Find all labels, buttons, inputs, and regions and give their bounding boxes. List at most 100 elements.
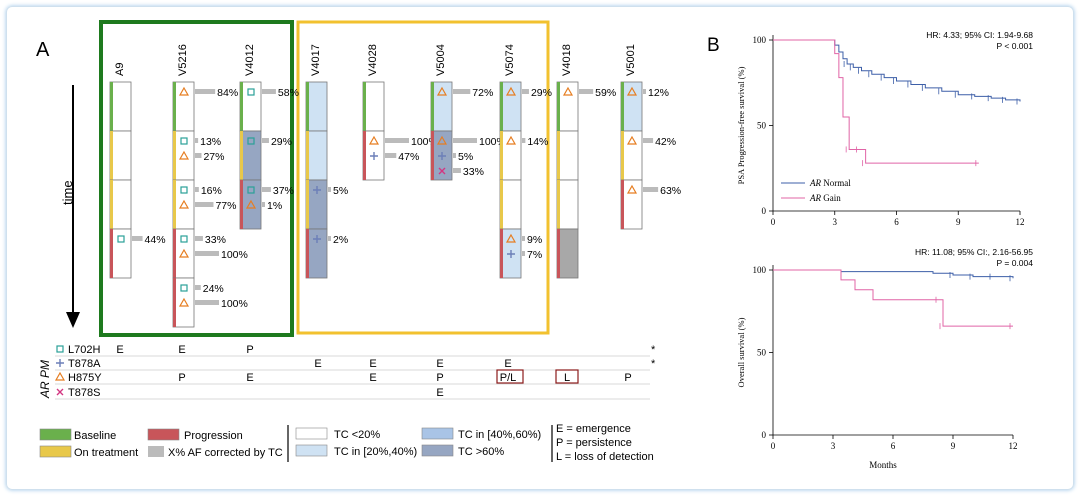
stage-strip-treatment: [110, 180, 113, 229]
stage-strip-progression: [240, 180, 243, 229]
af-value: 47%: [398, 151, 419, 163]
stage-strip-baseline: [557, 82, 560, 131]
af-bar: [643, 138, 654, 143]
legend-loss: L = loss of detection: [556, 451, 654, 463]
status-code: E: [246, 372, 253, 384]
af-bar: [262, 138, 269, 143]
stage-strip-progression: [363, 131, 366, 180]
status-code: E: [369, 372, 376, 384]
af-bar: [522, 138, 526, 143]
timepoint-cell: [362, 81, 385, 132]
sample-id: V5001: [625, 44, 637, 76]
af-bar: [643, 89, 646, 94]
stage-strip-treatment: [557, 131, 560, 180]
stage-strip-treatment: [173, 131, 176, 180]
af-bar: [195, 236, 203, 241]
status-code: E: [369, 358, 376, 370]
af-bar: [262, 202, 265, 207]
triangle-marker-icon: [178, 199, 190, 209]
stage-strip-baseline: [306, 82, 309, 131]
stage-strip-progression: [173, 229, 176, 278]
stage-strip-treatment: [306, 180, 309, 229]
mutation-name: H875Y: [68, 372, 102, 384]
status-code: P: [178, 372, 185, 384]
stage-strip-treatment: [500, 180, 503, 229]
triangle-marker-icon: [436, 135, 448, 145]
af-value: 2%: [333, 234, 348, 246]
triangle-marker-icon: [505, 233, 517, 243]
af-value: 29%: [271, 136, 292, 148]
triangle-marker-icon: [505, 135, 517, 145]
af-value: 5%: [333, 185, 348, 197]
af-value: 42%: [655, 136, 676, 148]
legend-swatch-af: [148, 446, 164, 457]
sample-id: V4018: [561, 44, 573, 76]
timepoint-cell: [305, 81, 328, 132]
triangle-marker-icon: [626, 184, 638, 194]
sample-column-v5004: V5004 72% 100% 5% 33%: [430, 44, 506, 181]
status-code: P: [246, 344, 253, 356]
sample-column-v4018: V4018 59%: [556, 44, 616, 279]
af-value: 72%: [472, 87, 493, 99]
af-value: 5%: [458, 151, 473, 163]
af-bar: [195, 251, 219, 256]
legend-swatch-progression: [147, 428, 180, 441]
green-group-box: [99, 20, 294, 337]
af-value: 14%: [527, 136, 548, 148]
status-code: L: [564, 372, 570, 384]
af-bar: [328, 187, 331, 192]
legend-swatch-treatment: [39, 445, 72, 458]
af-value: 9%: [527, 234, 542, 246]
plus-marker-icon: [438, 152, 446, 160]
legend-tc3: TC in [40%,60%): [458, 429, 541, 441]
sample-id: V4017: [310, 44, 322, 76]
af-bar: [262, 187, 271, 192]
sample-id: V4028: [367, 44, 379, 76]
timepoint-cell: [109, 179, 132, 230]
af-value: 44%: [145, 234, 166, 246]
plus-marker-icon: [313, 186, 321, 194]
af-value: 33%: [205, 234, 226, 246]
sample-id: A9: [114, 63, 126, 76]
status-box: [555, 369, 579, 384]
stage-strip-progression: [557, 229, 560, 278]
status-code: E: [504, 358, 511, 370]
stage-strip-progression: [621, 180, 624, 229]
af-bar: [195, 300, 219, 305]
af-value: 58%: [278, 87, 299, 99]
sample-id: V4012: [244, 44, 256, 76]
legend-swatch-baseline: [39, 428, 72, 441]
stage-strip-treatment: [110, 131, 113, 180]
sample-id: V5074: [504, 44, 516, 76]
legend-baseline: Baseline: [74, 430, 116, 442]
af-value: 29%: [531, 87, 552, 99]
af-value: 7%: [527, 249, 542, 261]
triangle-marker-icon: [178, 248, 190, 258]
af-value: 12%: [648, 87, 669, 99]
af-bar: [195, 285, 201, 290]
stage-strip-baseline: [240, 82, 243, 131]
triangle-marker-icon: [626, 135, 638, 145]
legend-tc4: TC >60%: [458, 446, 504, 458]
triangle-marker-icon: [178, 86, 190, 96]
af-bar: [195, 202, 214, 207]
legend: Baseline On treatment Progression X% AF cor…: [39, 423, 654, 463]
stage-strip-treatment: [557, 180, 560, 229]
stage-strip-progression: [110, 229, 113, 278]
sample-column-v5074: V5074 29% 14% 9% 7%: [499, 44, 552, 279]
af-value: 1%: [267, 200, 282, 212]
mutation-name: T878A: [68, 358, 101, 370]
af-value: 77%: [215, 200, 236, 212]
ar-pm-axis-label: AR PM: [38, 360, 52, 399]
timepoint-cell: [556, 228, 579, 279]
stage-strip-treatment: [173, 180, 176, 229]
legend-persistence: P = persistence: [556, 437, 632, 449]
stage-strip-progression: [500, 229, 503, 278]
timepoint-cell: [556, 130, 579, 181]
plus-marker-icon: [507, 250, 515, 258]
square-marker-icon: [117, 235, 125, 243]
row-note: *: [651, 358, 656, 370]
stage-strip-baseline: [500, 82, 503, 131]
figure-frame: [6, 6, 1074, 490]
